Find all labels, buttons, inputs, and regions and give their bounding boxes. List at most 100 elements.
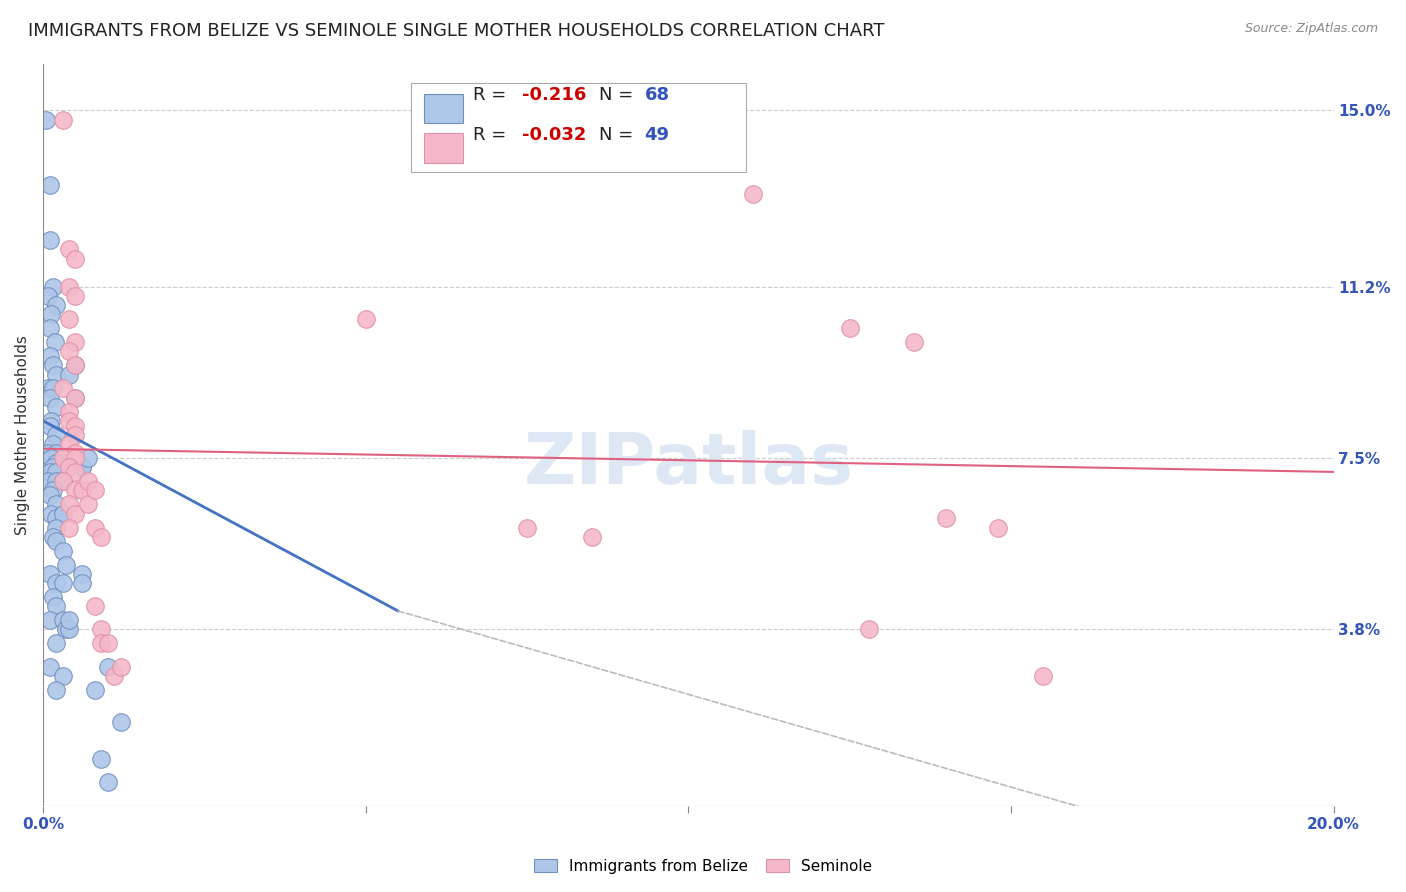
Point [58, 312, 80, 326]
Point [37, 446, 59, 460]
Point [83, 483, 105, 498]
Point [83, 599, 105, 614]
Point [97, 775, 120, 789]
Text: -0.032: -0.032 [522, 126, 586, 144]
Point [55, 623, 77, 637]
Point [45, 456, 67, 470]
Point [58, 460, 80, 475]
Point [65, 359, 87, 373]
Point [39, 307, 62, 321]
Point [45, 636, 67, 650]
Point [37, 382, 59, 396]
Point [58, 344, 80, 359]
Point [51, 576, 73, 591]
Point [97, 659, 120, 673]
Point [37, 474, 59, 488]
Point [39, 450, 62, 465]
Point [58, 623, 80, 637]
Point [44, 335, 66, 350]
Point [65, 391, 87, 405]
Point [58, 520, 80, 534]
FancyBboxPatch shape [411, 83, 747, 171]
Point [45, 599, 67, 614]
Text: R =: R = [472, 126, 512, 144]
Text: ZIPatlas: ZIPatlas [523, 430, 853, 499]
Point [42, 382, 65, 396]
Text: 68: 68 [644, 87, 669, 104]
Text: IMMIGRANTS FROM BELIZE VS SEMINOLE SINGLE MOTHER HOUSEHOLDS CORRELATION CHART: IMMIGRANTS FROM BELIZE VS SEMINOLE SINGL… [28, 22, 884, 40]
Point [65, 359, 87, 373]
Point [38, 178, 60, 192]
Point [77, 474, 100, 488]
Point [110, 715, 132, 730]
Point [65, 507, 87, 521]
Legend: Immigrants from Belize, Seminole: Immigrants from Belize, Seminole [527, 853, 879, 880]
Point [51, 543, 73, 558]
Point [65, 446, 87, 460]
Point [51, 507, 73, 521]
Point [110, 659, 132, 673]
Point [58, 279, 80, 293]
Point [51, 474, 73, 488]
Point [70, 483, 93, 498]
Point [90, 530, 112, 544]
Point [58, 368, 80, 382]
Point [581, 530, 603, 544]
Point [90, 752, 112, 766]
Point [51, 112, 73, 127]
Point [903, 335, 925, 350]
Point [45, 298, 67, 312]
Point [58, 243, 80, 257]
Point [645, 94, 668, 108]
Point [45, 465, 67, 479]
Point [45, 534, 67, 549]
Point [42, 460, 65, 475]
Point [70, 460, 93, 475]
Point [55, 558, 77, 572]
Point [42, 279, 65, 293]
Point [65, 289, 87, 303]
Point [838, 321, 860, 335]
Point [987, 520, 1010, 534]
Point [38, 566, 60, 581]
Point [1032, 669, 1054, 683]
Point [58, 497, 80, 511]
Point [65, 483, 87, 498]
Point [45, 497, 67, 511]
Point [42, 437, 65, 451]
Point [516, 520, 538, 534]
Text: N =: N = [599, 87, 640, 104]
Text: -0.216: -0.216 [522, 87, 586, 104]
Point [51, 613, 73, 627]
Point [42, 359, 65, 373]
Point [45, 474, 67, 488]
Point [45, 400, 67, 414]
Point [58, 404, 80, 418]
Point [858, 623, 880, 637]
Point [83, 520, 105, 534]
Point [38, 465, 60, 479]
Point [42, 483, 65, 498]
Point [38, 613, 60, 627]
Point [42, 590, 65, 604]
Point [90, 623, 112, 637]
Point [65, 391, 87, 405]
FancyBboxPatch shape [423, 133, 463, 162]
Point [35, 112, 58, 127]
Point [65, 450, 87, 465]
Point [38, 321, 60, 335]
Point [51, 474, 73, 488]
Point [58, 437, 80, 451]
Point [70, 566, 93, 581]
Point [70, 576, 93, 591]
Text: R =: R = [472, 87, 512, 104]
Y-axis label: Single Mother Households: Single Mother Households [15, 334, 30, 535]
Point [45, 520, 67, 534]
Point [39, 507, 62, 521]
Text: N =: N = [599, 126, 640, 144]
Point [65, 427, 87, 442]
Point [45, 682, 67, 697]
Point [51, 669, 73, 683]
Text: Source: ZipAtlas.com: Source: ZipAtlas.com [1244, 22, 1378, 36]
Point [39, 414, 62, 428]
